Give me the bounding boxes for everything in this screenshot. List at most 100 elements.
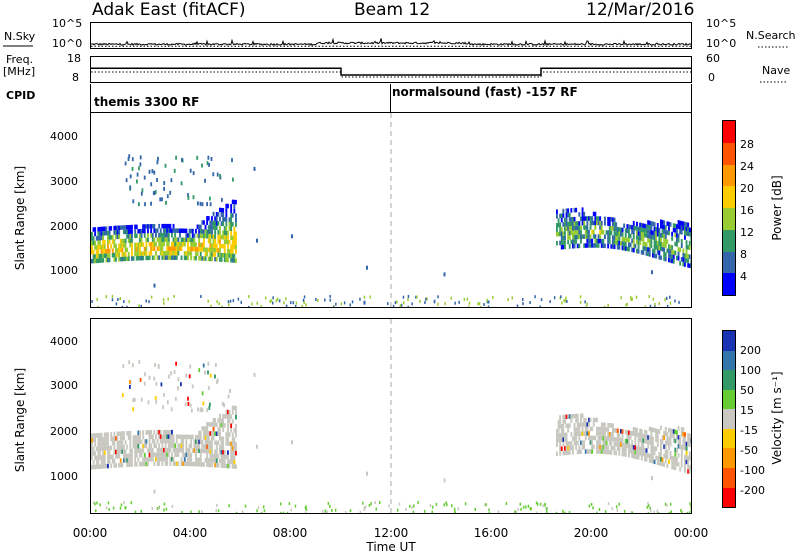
power-cell: [145, 224, 148, 229]
velocity-cell: [597, 440, 600, 445]
velocity-cell: [156, 456, 159, 462]
power-cell: [592, 243, 595, 248]
velocity-cell: [586, 422, 589, 427]
power-cell: [136, 179, 138, 184]
velocity-cell: [557, 433, 560, 438]
velocity-cell: [646, 505, 649, 509]
power-cell: [164, 237, 167, 242]
power-cell: [394, 301, 397, 305]
power-cell: [215, 212, 218, 217]
velocity-cell: [145, 457, 148, 462]
velocity-cell: [668, 441, 670, 446]
power-cell: [578, 230, 581, 235]
nave-series: [91, 71, 691, 78]
velocity-cell: [102, 446, 105, 451]
power-cell: [102, 240, 105, 245]
power-cell: [142, 228, 145, 234]
power-cell: [592, 234, 595, 239]
power-cell: [653, 231, 656, 236]
velocity-cell: [231, 459, 234, 465]
velocity-cell: [663, 444, 666, 449]
velocity-cell: [588, 417, 590, 423]
velocity-cell: [113, 445, 116, 450]
power-cell: [145, 255, 148, 261]
power-cell: [203, 233, 205, 239]
velocity-cell: [147, 457, 149, 462]
power-cell: [568, 235, 571, 240]
velocity-cell: [145, 461, 148, 467]
power-cell: [172, 246, 175, 251]
power-cell: [198, 233, 201, 239]
power-cell: [211, 220, 213, 226]
velocity-cell: [682, 431, 685, 437]
velocity-cell: [600, 444, 603, 450]
velocity-cell: [233, 455, 236, 460]
power-cell: [214, 247, 217, 253]
velocity-cell: [604, 422, 606, 428]
velocity-cell: [624, 452, 627, 457]
velocity-cell: [631, 453, 634, 459]
vel-cbar-tick-m200: -200: [740, 484, 765, 497]
velocity-cell: [628, 435, 630, 440]
velocity-cell: [211, 462, 213, 468]
velocity-cell: [405, 507, 407, 511]
power-cell: [94, 231, 97, 237]
power-cell: [132, 199, 135, 204]
power-cell: [111, 248, 114, 253]
power-cell: [230, 235, 233, 240]
power-cell: [153, 246, 156, 251]
velocity-cell: [183, 461, 186, 467]
power-cell: [173, 294, 175, 298]
power-cell: [604, 234, 606, 240]
power-cell: [647, 233, 650, 239]
power-cell: [576, 243, 579, 249]
power-cell: [187, 237, 189, 243]
velocity-cell: [220, 418, 223, 423]
power-cell: [191, 237, 194, 243]
power-cell: [143, 228, 146, 234]
velocity-cell: [116, 436, 119, 441]
velocity-cell: [280, 511, 282, 513]
velocity-cell: [559, 437, 562, 443]
power-cell: [644, 305, 647, 307]
power-cell: [175, 155, 177, 160]
power-cell: [591, 243, 594, 248]
power-cell: [658, 228, 661, 233]
power-cell: [123, 243, 125, 248]
power-cell: [600, 229, 603, 235]
velocity-cell: [153, 443, 156, 448]
power-cell: [220, 234, 223, 240]
power-cell: [487, 305, 490, 307]
power-cell: [677, 220, 680, 225]
velocity-cell: [198, 435, 201, 440]
velocity-cell: [599, 426, 602, 432]
velocity-cell: [190, 439, 193, 444]
velocity-cell: [564, 419, 566, 424]
velocity-cell: [640, 438, 643, 443]
power-colorbar: [722, 120, 736, 296]
power-cell: [118, 243, 121, 248]
velocity-cell: [97, 464, 100, 469]
power-cell: [161, 246, 164, 251]
power-cell: [147, 233, 149, 238]
velocity-cell: [190, 434, 193, 440]
power-cell: [171, 228, 173, 233]
velocity-cell: [209, 373, 212, 378]
power-cell: [187, 195, 190, 200]
power-cell: [684, 262, 686, 267]
power-cell: [663, 229, 666, 234]
power-cell: [172, 250, 175, 256]
velocity-cell: [222, 459, 225, 464]
velocity-cell: [631, 440, 634, 445]
velocity-cell: [671, 460, 674, 465]
velocity-cell: [92, 464, 95, 470]
power-cell: [175, 237, 178, 242]
power-cell: [161, 237, 164, 242]
power-cell: [167, 228, 170, 233]
power-cell: [642, 245, 645, 251]
power-cell: [679, 261, 682, 266]
power-cell: [668, 230, 670, 236]
power-cell: [211, 225, 213, 230]
power-cell: [123, 252, 125, 257]
velocity-cell: [131, 363, 134, 368]
